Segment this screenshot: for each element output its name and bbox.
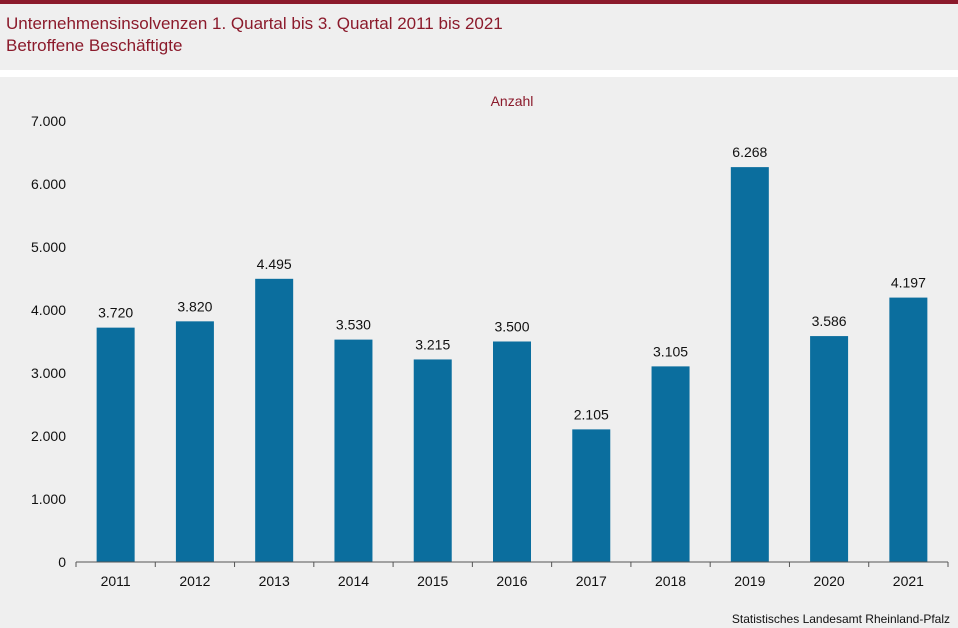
data-label: 3.586 (812, 313, 847, 329)
data-label: 3.720 (98, 305, 133, 321)
chart-header: Unternehmensinsolvenzen 1. Quartal bis 3… (0, 4, 958, 70)
x-tick-label: 2013 (259, 573, 290, 589)
y-tick-label: 5.000 (31, 239, 66, 255)
y-tick-label: 2.000 (31, 428, 66, 444)
x-tick-label: 2016 (496, 573, 527, 589)
data-label: 4.495 (257, 256, 292, 272)
data-label: 3.500 (494, 319, 529, 335)
y-tick-label: 3.000 (31, 365, 66, 381)
bar-2011 (96, 327, 135, 562)
data-label: 6.268 (732, 144, 767, 160)
data-label: 3.530 (336, 317, 371, 333)
bar-2021 (889, 297, 928, 562)
bar-2012 (175, 321, 214, 562)
chart-panel (0, 77, 958, 628)
data-label: 3.215 (415, 336, 450, 352)
bar-2019 (730, 167, 769, 562)
bar-2015 (413, 359, 452, 562)
top-accent-bar (0, 0, 958, 4)
x-tick-label: 2019 (734, 573, 765, 589)
bar-2013 (255, 278, 294, 562)
chart-subtitle: Betroffene Beschäftigte (6, 36, 183, 55)
y-tick-label: 4.000 (31, 302, 66, 318)
y-tick-label: 7.000 (31, 113, 66, 129)
x-tick-label: 2011 (101, 573, 131, 589)
x-tick-label: 2017 (576, 573, 607, 589)
x-tick-label: 2021 (893, 573, 924, 589)
data-label: 3.820 (177, 298, 212, 314)
bar-2016 (493, 341, 531, 562)
bar-2018 (651, 366, 690, 562)
bar-2014 (334, 339, 373, 562)
x-tick-label: 2020 (814, 573, 845, 589)
chart-title: Unternehmensinsolvenzen 1. Quartal bis 3… (6, 14, 503, 33)
source-note: Statistisches Landesamt Rheinland-Pfalz (731, 612, 950, 626)
bar-2020 (810, 336, 849, 562)
data-label: 3.105 (653, 343, 688, 359)
data-label: 4.197 (891, 275, 926, 291)
data-label: 2.105 (574, 406, 609, 422)
x-tick-label: 2012 (179, 573, 210, 589)
x-tick-label: 2018 (655, 573, 686, 589)
y-axis-title: Anzahl (491, 93, 534, 109)
x-tick-label: 2015 (417, 573, 448, 589)
bar-2017 (572, 429, 611, 562)
x-tick-label: 2014 (338, 573, 369, 589)
y-tick-label: 6.000 (31, 176, 66, 192)
y-tick-label: 0 (58, 554, 66, 570)
y-tick-label: 1.000 (31, 491, 66, 507)
